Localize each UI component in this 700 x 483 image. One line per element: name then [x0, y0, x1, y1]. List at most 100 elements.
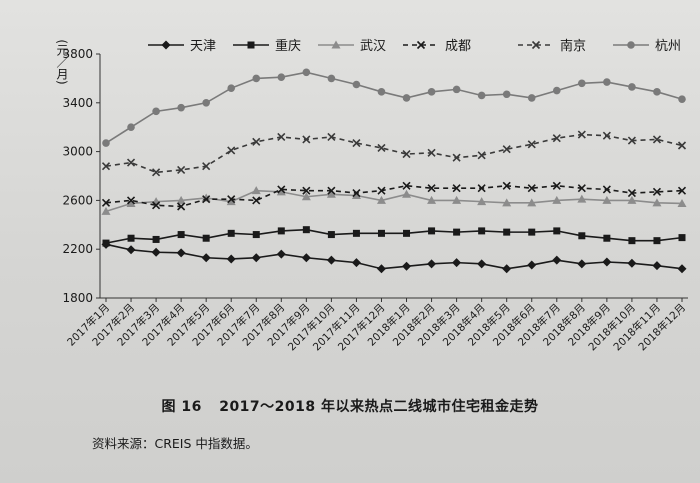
data-point-x: [352, 189, 361, 198]
data-point-circle: [653, 88, 661, 96]
legend-item: 杭州: [613, 39, 681, 54]
data-point-square: [428, 227, 436, 235]
data-point-diamond: [677, 264, 687, 274]
series-line: [105, 133, 683, 174]
data-point-x: [677, 186, 687, 195]
data-point-diamond: [301, 253, 311, 263]
data-point-circle: [327, 74, 336, 83]
data-point-diamond: [326, 255, 336, 265]
data-point-triangle: [351, 191, 361, 200]
series-line: [105, 243, 683, 270]
y-tick-label: 3400: [62, 96, 93, 110]
series-4: [101, 130, 687, 177]
data-point-x: [277, 132, 286, 142]
series-line: [105, 228, 683, 244]
legend-item: 南京: [518, 38, 586, 54]
data-point-circle: [402, 94, 411, 102]
data-point-triangle: [577, 194, 587, 203]
data-point-square: [127, 234, 135, 242]
series-line: [105, 189, 683, 213]
series-1: [102, 226, 686, 247]
data-point-diamond: [552, 255, 562, 265]
data-point-circle: [427, 88, 436, 96]
data-point-circle: [102, 139, 110, 147]
data-point-circle: [377, 88, 386, 96]
legend-item: 天津: [148, 39, 216, 54]
data-point-x: [427, 184, 436, 193]
data-point-square: [528, 228, 536, 236]
data-point-square: [352, 229, 360, 237]
data-point-x: [152, 201, 161, 210]
data-point-circle: [202, 99, 210, 107]
y-axis-label: (元／月): [55, 39, 69, 84]
data-point-triangle: [552, 195, 562, 204]
data-point-x: [377, 186, 386, 195]
y-tick-label: 2200: [62, 242, 93, 256]
data-point-square: [678, 234, 686, 242]
data-point-square: [553, 227, 561, 235]
legend-label: 杭州: [655, 39, 681, 54]
data-point-x: [177, 165, 186, 174]
series-line: [105, 184, 683, 208]
data-point-circle: [352, 80, 361, 89]
data-point-x: [252, 196, 261, 205]
data-point-triangle: [402, 189, 412, 198]
data-point-triangle: [452, 195, 462, 204]
data-point-diamond: [402, 261, 412, 271]
data-point-triangle: [126, 198, 136, 207]
data-point-triangle: [627, 195, 637, 204]
data-point-diamond: [351, 258, 361, 268]
data-point-x: [652, 135, 662, 144]
data-point-x: [101, 162, 111, 171]
data-point-diamond: [602, 257, 612, 267]
data-point-square: [503, 228, 511, 236]
data-point-x: [452, 184, 461, 193]
data-point-circle: [627, 41, 635, 49]
data-point-x: [652, 187, 662, 196]
data-point-circle: [552, 86, 561, 95]
figure-caption: 图 16 2017～2018 年以来热点二线城市住宅租金走势: [0, 396, 700, 416]
data-point-circle: [127, 123, 135, 131]
data-point-square: [102, 239, 110, 247]
data-point-x: [352, 138, 361, 148]
data-point-square: [202, 234, 210, 242]
source-note: 资料来源：CREIS 中指数据。: [92, 436, 258, 451]
y-tick-label: 2600: [62, 193, 93, 207]
data-point-diamond: [226, 254, 236, 264]
data-point-triangle: [226, 197, 236, 206]
data-point-diamond: [151, 247, 161, 257]
data-point-triangle: [427, 195, 437, 204]
data-point-triangle: [527, 198, 537, 207]
data-point-x: [402, 149, 411, 159]
data-point-x: [531, 40, 541, 50]
data-point-square: [453, 228, 461, 236]
data-point-x: [177, 202, 186, 211]
data-point-diamond: [161, 40, 171, 50]
data-point-triangle: [652, 198, 662, 207]
data-point-square: [277, 227, 285, 235]
legend-label: 天津: [190, 39, 216, 54]
data-point-x: [627, 136, 636, 145]
series-2: [101, 186, 687, 215]
data-point-x: [152, 168, 161, 177]
data-point-diamond: [376, 264, 386, 274]
legend-item: 重庆: [233, 38, 301, 54]
figure-number: 图 16: [161, 399, 202, 415]
legend-label: 重庆: [275, 38, 301, 54]
data-point-square: [177, 231, 185, 239]
data-point-square: [227, 229, 235, 237]
data-point-x: [552, 181, 561, 190]
data-point-square: [302, 226, 310, 234]
data-point-square: [327, 231, 335, 239]
data-point-x: [101, 198, 111, 207]
data-point-triangle: [331, 40, 341, 49]
data-point-diamond: [176, 248, 186, 258]
data-point-x: [502, 181, 511, 190]
data-point-square: [578, 232, 586, 240]
data-point-x: [627, 189, 636, 198]
data-point-square: [403, 229, 411, 237]
data-point-circle: [302, 68, 311, 77]
data-point-circle: [452, 85, 461, 94]
data-point-x: [227, 146, 236, 155]
data-point-diamond: [502, 264, 512, 274]
